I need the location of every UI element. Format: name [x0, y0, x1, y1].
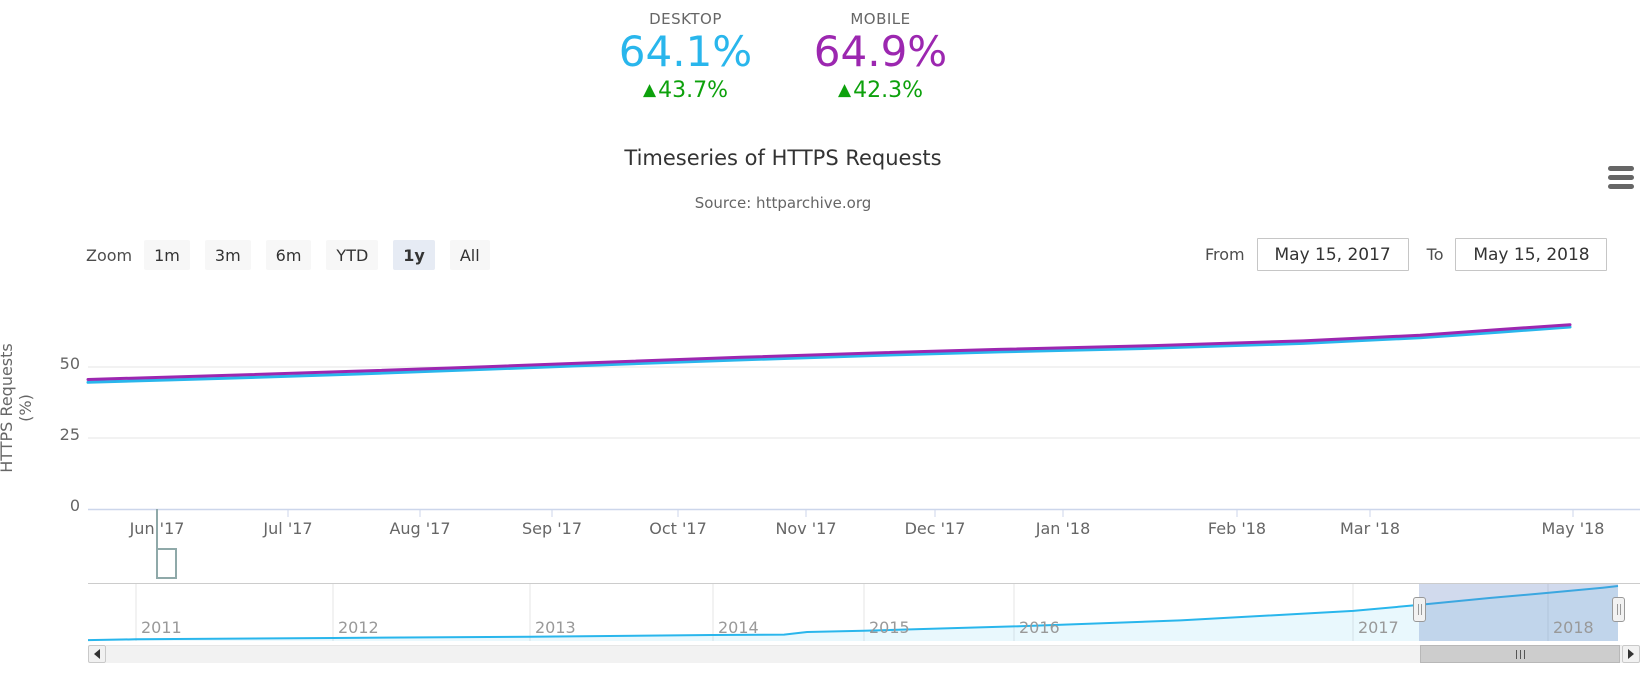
zoom-button-ytd[interactable]: YTD [326, 240, 379, 270]
zoom-label: Zoom [86, 245, 133, 265]
navigator-year-label: 2013 [535, 618, 576, 637]
navigator-series-line [87, 585, 1619, 642]
x-axis-tick-label: Oct '17 [649, 519, 707, 538]
scrollbar-thumb[interactable] [1420, 645, 1620, 663]
zoom-button-3m[interactable]: 3m [204, 240, 251, 270]
from-date-input[interactable] [1256, 238, 1409, 271]
plot-line-marker-box [156, 548, 177, 579]
x-axis-tick-label: May '18 [1541, 519, 1605, 538]
series-line-mobile[interactable] [86, 323, 1572, 381]
stat-mobile-delta: ▲42.3% [798, 78, 963, 103]
navigator-year-label: 2016 [1019, 618, 1060, 637]
x-axis-tick-label: Aug '17 [389, 519, 451, 538]
chart-subtitle: Source: httparchive.org [694, 194, 872, 212]
x-axis-tick-label: Dec '17 [904, 519, 966, 538]
navigator-year-label: 2014 [718, 618, 759, 637]
stat-mobile-value: 64.9% [813, 27, 948, 76]
zoom-button-1y[interactable]: 1y [393, 240, 435, 270]
stat-desktop-delta-value: 43.7% [658, 77, 728, 103]
hamburger-icon [1608, 165, 1634, 171]
to-label: To [1426, 245, 1444, 264]
plot-line-marker [156, 509, 158, 549]
series-line-desktop[interactable] [86, 325, 1572, 384]
up-triangle-icon: ▲ [838, 79, 852, 100]
up-triangle-icon: ▲ [643, 79, 657, 100]
scrollbar-track[interactable] [106, 645, 1622, 663]
chart-context-menu-button[interactable] [1608, 163, 1636, 191]
x-axis-tick-label: Mar '18 [1339, 519, 1401, 538]
date-range-inputs: From To [1205, 238, 1608, 271]
y-axis-title: HTTPS Requests (%) [0, 343, 35, 473]
navigator-year-label: 2018 [1553, 618, 1594, 637]
navigator-right-handle[interactable] [1612, 597, 1625, 622]
navigator-area [88, 586, 1618, 641]
x-axis-tick-label: Sep '17 [522, 519, 582, 538]
x-axis-tick-label: Jan '18 [1035, 519, 1091, 538]
hamburger-icon [1608, 174, 1634, 180]
navigator-left-handle[interactable] [1413, 597, 1426, 622]
y-axis-tick-label: 25 [59, 425, 80, 444]
y-axis-tick-label: 50 [59, 354, 80, 373]
x-axis-tick-label: Jul '17 [263, 519, 313, 538]
navigator-year-label: 2015 [869, 618, 910, 637]
navigator-year-label: 2012 [338, 618, 379, 637]
stat-mobile-delta-value: 42.3% [853, 77, 923, 103]
navigator-year-label: 2011 [141, 618, 182, 637]
to-date-input[interactable] [1455, 238, 1608, 271]
zoom-button-1m[interactable]: 1m [144, 240, 190, 270]
range-selector: Zoom 1m 3m 6m YTD 1y All [86, 240, 505, 270]
stat-mobile: MOBILE 64.9% ▲42.3% [798, 10, 963, 103]
zoom-button-6m[interactable]: 6m [265, 240, 312, 270]
scrollbar-right-arrow-icon[interactable] [1622, 645, 1640, 663]
from-label: From [1205, 245, 1245, 264]
stat-desktop-delta: ▲43.7% [603, 78, 768, 103]
summary-stats: DESKTOP 64.1% ▲43.7% MOBILE 64.9% ▲42.3% [0, 10, 1566, 103]
stat-mobile-label: MOBILE [850, 10, 911, 28]
stat-desktop-label: DESKTOP [649, 10, 722, 28]
y-axis-tick-label: 0 [69, 496, 80, 515]
navigator-selected-range[interactable] [1419, 584, 1618, 641]
stat-desktop: DESKTOP 64.1% ▲43.7% [603, 10, 768, 103]
scrollbar-left-arrow-icon[interactable] [88, 645, 106, 663]
chart-title: Timeseries of HTTPS Requests [624, 146, 942, 170]
stat-desktop-value: 64.1% [618, 27, 753, 76]
navigator-year-label: 2017 [1358, 618, 1399, 637]
x-axis-tick-label: Feb '18 [1207, 519, 1267, 538]
x-axis-tick-label: Nov '17 [775, 519, 837, 538]
hamburger-icon [1608, 183, 1634, 189]
zoom-button-all[interactable]: All [449, 240, 490, 270]
